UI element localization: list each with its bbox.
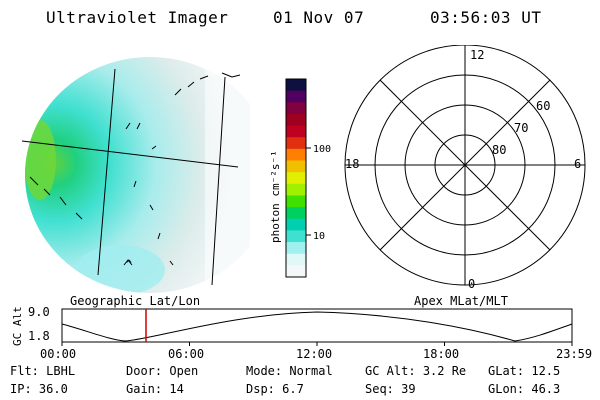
color-scale-segment	[286, 207, 306, 220]
color-scale-segment	[286, 137, 306, 150]
polar-plot-label: Apex MLat/MLT	[414, 294, 508, 308]
color-scale-segment	[286, 113, 306, 127]
info-glon-value: 46.3	[531, 382, 561, 396]
mlat-label-80: 80	[492, 143, 506, 157]
color-scale-segment	[286, 230, 306, 243]
info-ip: IP: 36.0	[10, 382, 68, 396]
color-scale-label: photon cm⁻²s⁻¹	[269, 150, 282, 243]
info-door-value: Open	[169, 364, 199, 378]
mlt-label-12: 12	[470, 48, 484, 62]
info-dsp: Dsp: 6.7	[246, 382, 304, 396]
info-glat: GLat: 12.5	[488, 364, 561, 378]
color-scale-segment	[286, 242, 306, 255]
image-panel-label: Geographic Lat/Lon	[70, 294, 201, 308]
info-gain: Gain: 14	[126, 382, 184, 396]
image-caret: ^	[126, 259, 132, 270]
time-tick-1: 06:00	[168, 347, 204, 361]
info-flt-value: LBHL	[46, 364, 76, 378]
color-scale-segment	[286, 195, 306, 208]
instrument-title: Ultraviolet Imager	[46, 8, 229, 27]
coastline-dashes	[29, 72, 241, 266]
mlt-label-6: 6	[574, 157, 581, 171]
mlat-label-70: 70	[514, 121, 528, 135]
color-scale-segment	[286, 183, 306, 196]
observation-date: 01 Nov 07	[273, 8, 365, 27]
color-scale-segment	[286, 125, 306, 138]
altitude-tick-low: 1.8	[28, 329, 50, 343]
time-tick-0: 00:00	[40, 347, 76, 361]
color-scale-segment	[286, 265, 306, 278]
mlat-label-60: 60	[536, 99, 550, 113]
info-mode-value: Normal	[289, 364, 333, 378]
color-scale-segment	[286, 102, 306, 115]
info-gc-alt-value: 3.2 Re	[422, 364, 467, 378]
altitude-axis-label: GC Alt	[11, 306, 24, 346]
info-gc-alt: GC Alt: 3.2 Re	[365, 364, 467, 378]
info-gain-value: 14	[169, 382, 184, 396]
uv-image-panel: ^	[21, 57, 250, 293]
mlt-label-0: 0	[468, 277, 475, 291]
color-scale-bar	[286, 79, 306, 278]
mlt-label-18: 18	[345, 157, 359, 171]
mlt-line-diag-2	[379, 79, 551, 251]
color-scale-segment	[286, 148, 306, 162]
color-scale-segment	[286, 253, 306, 266]
color-scale: 100 10 photon cm⁻²s⁻¹	[269, 78, 331, 278]
altitude-tick-high: 9.0	[28, 305, 50, 319]
time-tick-4: 23:59	[556, 347, 592, 361]
info-flt: Flt: LBHL	[10, 364, 76, 378]
color-scale-segment	[286, 160, 306, 173]
info-ip-value: 36.0	[38, 382, 68, 396]
color-scale-segment	[286, 90, 306, 103]
info-seq-value: 39	[401, 382, 416, 396]
info-glon: GLon: 46.3	[488, 382, 561, 396]
color-scale-segment	[286, 79, 306, 92]
color-scale-segment	[286, 172, 306, 185]
color-tick-100: 100	[313, 144, 331, 155]
color-scale-segment	[286, 218, 306, 231]
observation-time: 03:56:03 UT	[430, 8, 542, 27]
time-tick-3: 18:00	[423, 347, 459, 361]
earth-disk-emission	[25, 57, 250, 293]
info-dsp-value: 6.7	[282, 382, 304, 396]
altitude-strip-chart: GC Alt 9.0 1.8 00:00 06:00 12:00 18:00 2…	[11, 305, 592, 361]
color-tick-10: 10	[313, 231, 325, 242]
info-glat-value: 12.5	[531, 364, 561, 378]
time-tick-2: 12:00	[296, 347, 332, 361]
altitude-curve	[61, 311, 573, 342]
info-mode: Mode: Normal	[246, 364, 333, 378]
geographic-grid-lines	[21, 68, 239, 286]
info-door: Door: Open	[126, 364, 199, 378]
polar-mlat-mlt-plot: 12 18 6 0 60 70 80	[344, 45, 586, 291]
info-seq: Seq: 39	[365, 382, 416, 396]
altitude-plot-frame	[61, 308, 573, 343]
